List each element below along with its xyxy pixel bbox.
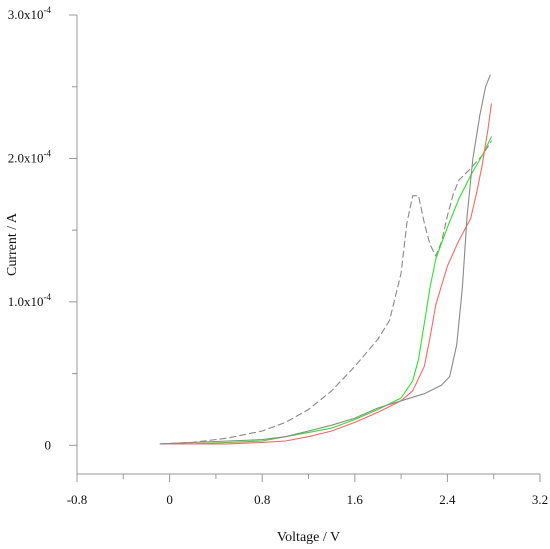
y-tick-label: 3.0x10-4 (8, 5, 52, 22)
x-tick-label: 0.8 (254, 492, 270, 507)
axes: -0.8 0 0.8 1.6 2.4 3.2 0 1.0x10-4 2.0x10-4 3.0x10… (8, 5, 548, 507)
series-1-line (159, 140, 492, 445)
x-tick-label: 1.6 (347, 492, 364, 507)
x-tick-label: 0 (166, 492, 173, 507)
series-4-line (159, 74, 491, 445)
y-tick-label: 0 (45, 437, 52, 452)
y-tick-label: 1.0x10-4 (8, 292, 52, 309)
x-tick-label: -0.8 (67, 492, 88, 507)
y-axis-label: Current / A (5, 212, 20, 276)
series-layer (159, 74, 492, 445)
y-tick-label: 2.0x10-4 (8, 148, 52, 165)
x-tick-label: 2.4 (439, 492, 456, 507)
x-tick-label: 3.2 (532, 492, 548, 507)
x-axis-label: Voltage / V (277, 530, 340, 545)
series-2-line (159, 136, 492, 445)
series-3-line (159, 103, 492, 445)
